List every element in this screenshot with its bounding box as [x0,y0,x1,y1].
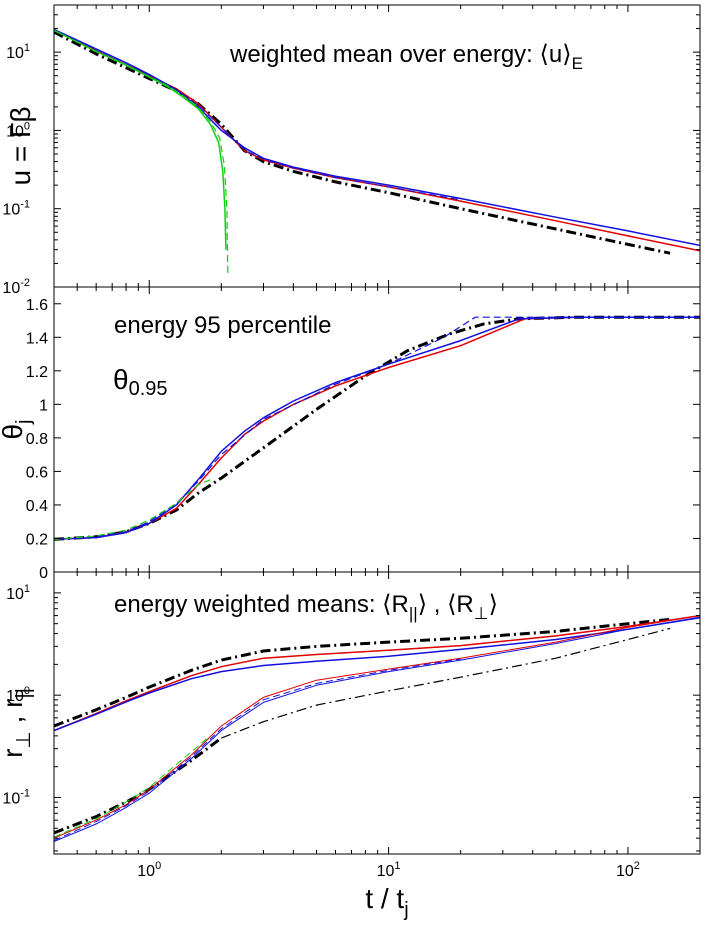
series-group [54,28,700,274]
plot-frame [53,571,701,855]
series-line-bottom-3 [54,736,223,835]
panel-bottom: 10-1 100 101 energy weighted means: ⟨R||⟩ ,… [0,571,701,921]
y-tick-label: 100 [6,120,30,140]
series-line-bottom-0 [54,617,671,728]
series-line-bottom-8 [54,735,211,838]
x-tick-label: 101 [377,860,401,880]
y-tick-label: 0 [39,565,48,582]
y-tick-label: 100 [6,685,30,705]
series-group [54,315,700,541]
annotation: energy 95 percentile [114,312,331,339]
x-tick-label: 102 [616,860,640,880]
y-axis-label: u = Γβ [5,106,36,185]
panel-top: 10-2 10-1 100 101 weighted mean over energy:… [2,4,701,297]
annotation-theta: θ0.95 [113,364,168,400]
y-tick-label: 10-2 [2,277,30,297]
series-line-bottom-1 [54,614,700,732]
x-axis-label: t / tj [365,883,408,921]
series-line-top-5 [54,29,229,274]
y-tick-label: 1.2 [26,364,48,381]
y-tick-label: 0.8 [26,431,48,448]
y-tick-label: 1 [39,397,48,414]
series-line-middle-0 [54,315,700,541]
annotation: weighted mean over energy: ⟨u⟩E [229,41,583,73]
annotation: energy weighted means: ⟨R||⟩ , ⟨R⊥⟩ [114,591,498,623]
y-tick-label: 1.4 [26,330,48,347]
series-line-bottom-4 [221,627,671,739]
y-axis-label: θj [0,419,35,439]
series-line-bottom-5 [54,615,700,839]
y-tick-label: 0.6 [26,464,48,481]
y-tick-label: 1.6 [26,297,48,314]
panel-middle: 0 0.2 0.4 0.6 0.8 1 1.2 1.4 1.6 energy 95 percent… [0,286,701,582]
y-tick-label: 0.4 [26,498,48,515]
series-line-top-4 [54,29,227,250]
y-axis-label: r⊥ , r|| [0,688,35,758]
x-tick-label: 100 [137,860,161,880]
series-line-bottom-2 [54,617,700,732]
series-line-top-0 [54,30,671,255]
y-tick-label: 10-1 [2,199,30,219]
series-line-middle-1 [54,316,700,541]
y-tick-label: 10-1 [2,787,30,807]
y-tick-label: 101 [6,42,30,62]
series-line-middle-3 [54,316,700,540]
series-line-top-2 [54,28,700,247]
y-tick-label: 101 [6,583,30,603]
series-line-bottom-7 [54,658,461,841]
series-line-bottom-6 [54,616,700,843]
y-tick-label: 0.2 [26,531,48,548]
series-line-middle-2 [54,316,700,541]
series-group [54,614,700,843]
series-line-middle-4 [54,479,211,540]
